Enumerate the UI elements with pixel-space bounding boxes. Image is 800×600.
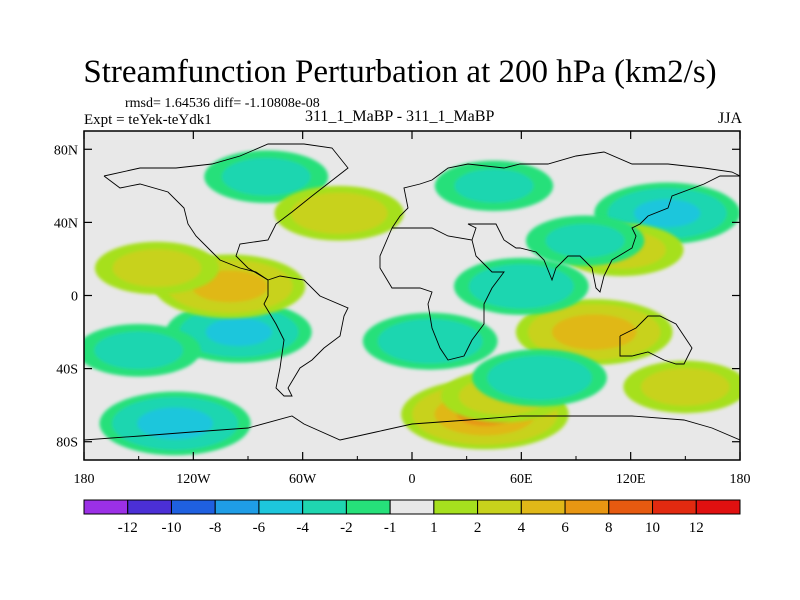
colorbar-label-11: 8 — [605, 520, 613, 536]
colorbar-label-6: -1 — [384, 520, 397, 536]
colorbar-box-13 — [652, 499, 697, 515]
coastline-3 — [391, 151, 740, 229]
colorbar-box-12 — [608, 499, 654, 515]
anomaly-11 — [362, 312, 498, 370]
colorbar-label-5: -2 — [340, 520, 353, 536]
anomaly-10 — [453, 257, 589, 315]
colorbar-label-3: -6 — [253, 520, 266, 536]
colorbar-label-10: 6 — [561, 520, 569, 536]
coastline-0 — [103, 143, 349, 281]
anomaly-4-band-1 — [112, 249, 202, 287]
anomaly-13-band-1 — [641, 368, 730, 406]
x-tick-label-3: 0 — [409, 472, 416, 487]
coastline-layer — [84, 143, 740, 441]
colorbar-box-2 — [170, 499, 216, 515]
anomaly-12 — [472, 349, 607, 407]
y-tick-label-4: 80S — [56, 436, 78, 451]
x-tick-label-1: 120W — [176, 472, 211, 487]
colorbar-label-12: 10 — [645, 520, 660, 536]
y-tick-label-3: 40S — [56, 363, 78, 378]
colorbar-label-9: 4 — [518, 520, 526, 536]
colorbar-box-9 — [477, 499, 522, 515]
y-tick-label-0: 80N — [54, 143, 78, 158]
anomaly-5 — [204, 150, 329, 203]
x-tick-label-6: 180 — [730, 472, 751, 487]
coastline-1 — [103, 175, 269, 281]
colorbar-box-7 — [389, 499, 435, 515]
experiment-label: Expt = teYek-teYdk1 — [84, 112, 212, 128]
colorbar-box-1 — [127, 499, 172, 515]
stats-label: rmsd= 1.64536 diff= -1.10808e-08 — [125, 96, 320, 111]
anomaly-0 — [99, 391, 251, 456]
colorbar-label-13: 12 — [689, 520, 704, 536]
coastline-5 — [467, 175, 740, 293]
anomaly-16-band-1 — [454, 169, 534, 203]
colorbar-box-5 — [302, 499, 347, 515]
colorbar-box-14 — [695, 499, 741, 515]
anomaly-16 — [434, 160, 554, 212]
anomaly-2-band-1 — [94, 331, 183, 370]
x-tick-label-2: 60W — [289, 472, 317, 487]
axes-layer: 180 120W 60W 0 60E 120E 180 80N 40N 0 40S 80S — [54, 131, 751, 487]
anomaly-4 — [94, 241, 219, 295]
colorbar: -12 -10 -8 -6 -4 -2 -1 1 2 4 6 8 10 12 — [83, 499, 741, 536]
colorbar-label-7: 1 — [430, 520, 438, 536]
y-tick-label-1: 40N — [54, 216, 78, 231]
anomaly-1-band-2 — [205, 318, 272, 347]
x-tick-label-5: 120E — [616, 472, 646, 487]
colorbar-label-2: -8 — [209, 520, 222, 536]
colorbar-label-4: -4 — [296, 520, 309, 536]
anomaly-9 — [515, 299, 673, 365]
anomaly-6-band-1 — [290, 192, 388, 234]
coastline-7 — [84, 415, 740, 441]
colorbar-box-4 — [258, 499, 304, 515]
season-label: JJA — [717, 110, 742, 127]
anomaly-6 — [274, 185, 404, 241]
colorbar-box-8 — [433, 499, 479, 515]
colorbar-label-8: 2 — [474, 520, 482, 536]
coastline-2 — [263, 275, 349, 397]
anomaly-5-band-1 — [221, 157, 311, 196]
anomaly-12-band-1 — [487, 355, 592, 400]
anomaly-13 — [623, 360, 740, 414]
anomaly-10-band-1 — [468, 264, 574, 309]
anomaly-14-band-2 — [634, 199, 701, 228]
colorbar-box-3 — [214, 499, 260, 515]
colorbar-label-1: -10 — [161, 520, 181, 536]
colorbar-box-0 — [83, 499, 129, 515]
anomaly-1 — [165, 301, 312, 363]
field-layer — [84, 150, 740, 456]
coastline-6 — [619, 315, 693, 365]
anomaly-17 — [525, 215, 645, 266]
y-tick-label-2: 0 — [71, 290, 78, 305]
anomaly-9-band-2 — [552, 314, 637, 350]
x-tick-label-4: 60E — [510, 472, 533, 487]
anomaly-17-band-1 — [545, 223, 625, 258]
chart-subtitle: 311_1_MaBP - 311_1_MaBP — [305, 108, 495, 125]
colorbar-label-0: -12 — [118, 520, 138, 536]
colorbar-box-6 — [345, 499, 391, 515]
colorbar-box-10 — [520, 499, 566, 515]
anomaly-0-band-2 — [137, 407, 213, 440]
coastline-4 — [379, 227, 505, 361]
x-tick-label-0: 180 — [74, 472, 95, 487]
chart-title: Streamfunction Perturbation at 200 hPa (… — [83, 54, 717, 90]
anomaly-2 — [84, 324, 201, 377]
colorbar-box-11 — [564, 499, 610, 515]
anomaly-11-band-1 — [377, 318, 483, 364]
